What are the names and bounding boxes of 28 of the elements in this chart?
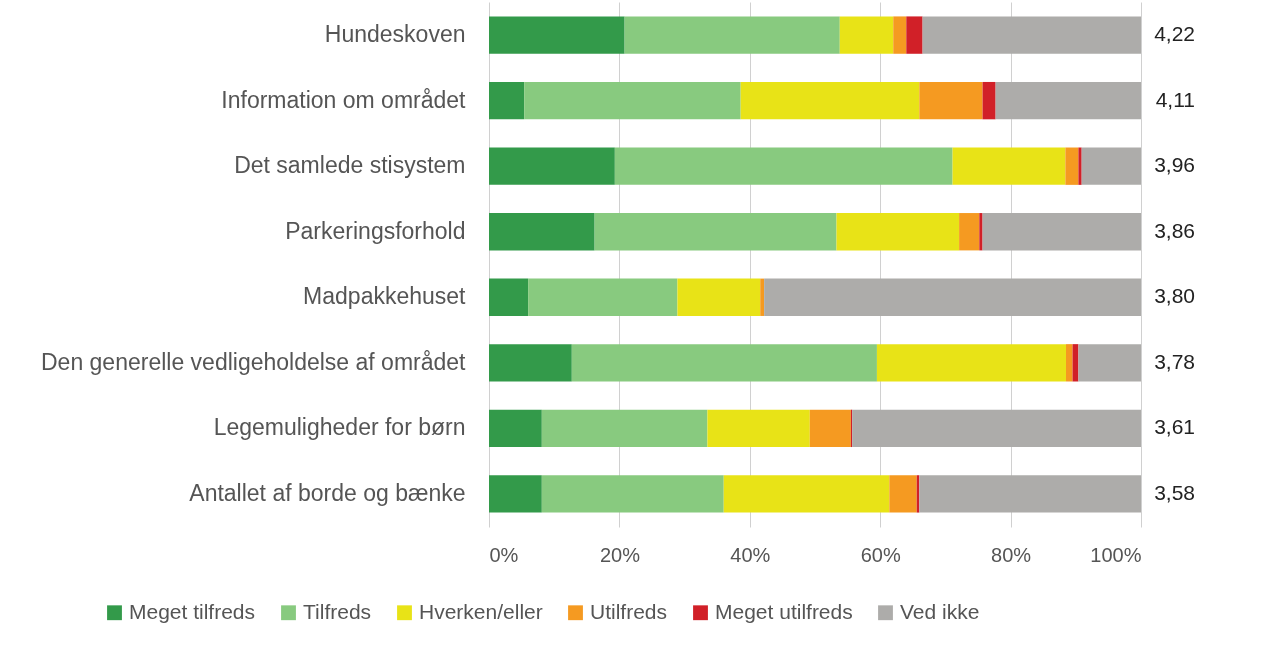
legend-label: Hverken/eller [419,599,543,623]
y-tick-label: Legemuligheder for børn [213,414,466,441]
text: 3,61 [1154,415,1195,439]
x-tick-label: 0% [489,543,519,566]
y-tick-label: Antallet af borde og bænke [189,479,466,506]
y-tick-label: Madpakkehuset [303,283,467,310]
x-tick-label: 100% [1090,543,1142,566]
text: 3,80 [1154,284,1195,308]
legend-label: Meget tilfreds [129,599,256,623]
legend-label: Tilfreds [303,599,372,623]
text: 3,86 [1154,218,1195,242]
text: 3,96 [1154,153,1195,177]
y-tick-label: Information om området [221,86,467,113]
legend-label: Meget utilfreds [715,599,853,623]
x-tick-label: 60% [860,543,901,566]
x-tick-label: 20% [599,543,641,566]
text: 3,58 [1154,480,1195,504]
text: 4,11 [1155,87,1195,111]
text: 3,78 [1154,349,1195,373]
legend-label: Ved ikke [900,599,980,623]
text: 4,22 [1154,22,1195,46]
legend-label: Utilfreds [590,599,668,623]
x-tick-label: 80% [991,543,1032,566]
y-tick-label: Parkeringsforhold [285,217,466,244]
y-tick-label: Hundeskoven [324,21,466,48]
x-tick-label: 40% [730,543,771,566]
y-tick-label: Den generelle vedligeholdelse af området [40,348,467,375]
y-tick-label: Det samlede stisystem [234,152,466,179]
